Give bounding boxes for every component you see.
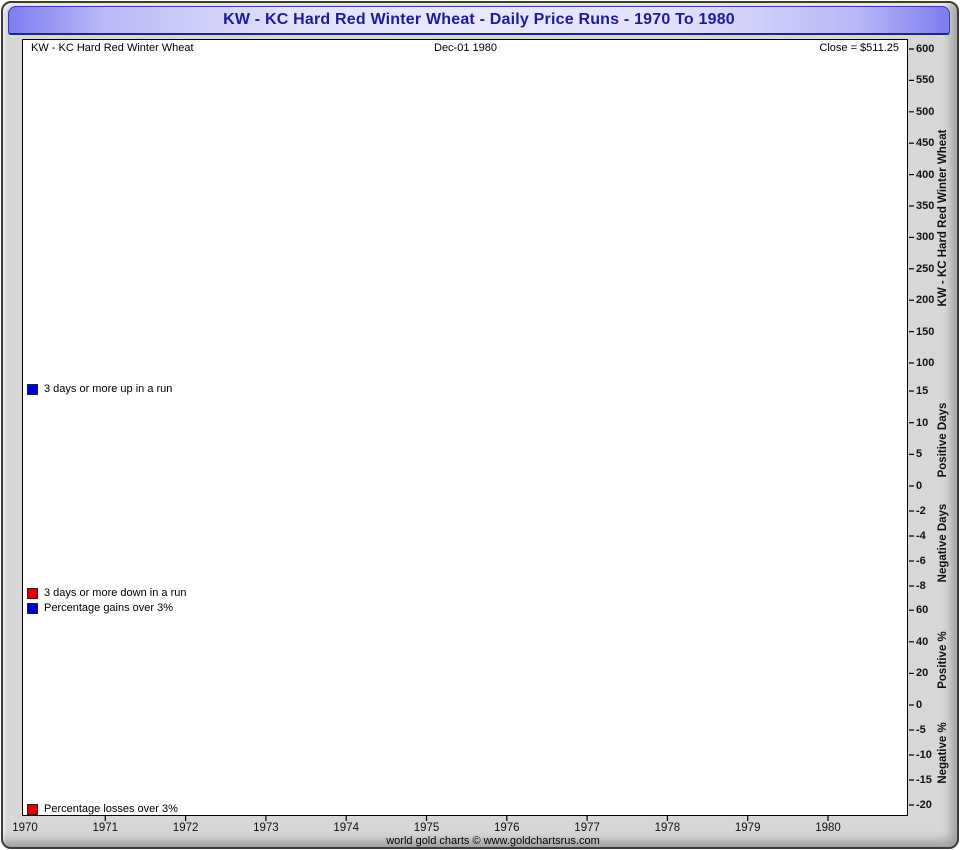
- y-tick-label: 0: [916, 480, 923, 492]
- legend-runs-up: 3 days or more up in a run: [27, 382, 172, 396]
- y-tick-label: 550: [916, 74, 935, 87]
- year-label: 1970: [12, 822, 38, 834]
- y-tick-label: -8: [916, 580, 926, 592]
- y-tick-label: 60: [916, 604, 929, 617]
- legend-runs-down-label: 3 days or more down in a run: [44, 586, 187, 599]
- positive-days-axis-title: Positive Days: [937, 402, 949, 478]
- legend-runs-down: 3 days or more down in a run: [27, 586, 186, 600]
- close-price-label: Close = $511.25: [819, 42, 899, 54]
- year-label: 1973: [253, 822, 279, 834]
- y-tick-label: 600: [916, 43, 935, 55]
- year-label: 1971: [92, 822, 119, 834]
- chart-frame: [22, 39, 908, 816]
- y-tick-label: 0: [916, 699, 923, 711]
- y-tick-label: 300: [916, 231, 935, 244]
- window-titlebar: KW - KC Hard Red Winter Wheat - Daily Pr…: [8, 6, 950, 35]
- negative-days-axis-title: Negative Days: [937, 503, 949, 583]
- y-tick-label: 5: [916, 448, 923, 461]
- y-tick-label: 500: [916, 105, 935, 118]
- window-title: KW - KC Hard Red Winter Wheat - Daily Pr…: [223, 11, 735, 28]
- y-tick-label: 20: [916, 667, 929, 680]
- y-tick-label: 200: [916, 294, 935, 307]
- y-tick-label: 400: [916, 168, 935, 181]
- y-tick-label: 150: [916, 325, 935, 338]
- y-tick-label: 450: [916, 137, 935, 150]
- year-label: 1975: [413, 822, 440, 834]
- negative-pct-axis-title: Negative %: [937, 722, 949, 784]
- year-label: 1977: [574, 822, 600, 834]
- year-label: 1978: [654, 822, 681, 834]
- y-tick-label: 10: [916, 416, 929, 429]
- legend-runs-up-label: 3 days or more up in a run: [44, 382, 173, 395]
- legend-pct-down-label: Percentage losses over 3%: [44, 802, 178, 815]
- credit-text: world gold charts © www.goldchartsrus.co…: [386, 835, 600, 847]
- legend-swatch-blue: [27, 383, 38, 395]
- price-axis-title: KW - KC Hard Red Winter Wheat: [937, 129, 949, 307]
- y-tick-label: 15: [916, 385, 929, 398]
- y-tick-label: -15: [916, 774, 932, 786]
- year-label: 1979: [734, 822, 761, 834]
- y-tick-label: -10: [916, 749, 932, 761]
- legend-pct-up-label: Percentage gains over 3%: [44, 601, 174, 614]
- year-label: 1980: [815, 822, 841, 834]
- legend-pct-down: Percentage losses over 3%: [27, 802, 178, 816]
- y-tick-label: -6: [916, 555, 926, 567]
- y-tick-label: 40: [916, 635, 929, 648]
- y-tick-label: 250: [916, 262, 935, 275]
- last-date-label: Dec-01 1980: [434, 42, 497, 54]
- legend-pct-up: Percentage gains over 3%: [27, 601, 173, 615]
- positive-pct-axis-title: Positive %: [937, 631, 949, 689]
- y-tick-label: -4: [916, 530, 926, 542]
- year-label: 1974: [333, 822, 359, 834]
- y-tick-label: -2: [916, 505, 926, 517]
- y-tick-label: -20: [916, 799, 932, 811]
- year-label: 1976: [494, 822, 520, 834]
- y-tick-label: 350: [916, 200, 935, 212]
- legend-swatch-blue: [27, 602, 38, 614]
- instrument-label: KW - KC Hard Red Winter Wheat: [31, 42, 194, 54]
- legend-swatch-red: [27, 803, 38, 815]
- year-label: 1972: [172, 822, 199, 834]
- legend-swatch-red: [27, 587, 38, 599]
- y-tick-label: -5: [916, 724, 926, 736]
- y-tick-label: 100: [916, 357, 935, 369]
